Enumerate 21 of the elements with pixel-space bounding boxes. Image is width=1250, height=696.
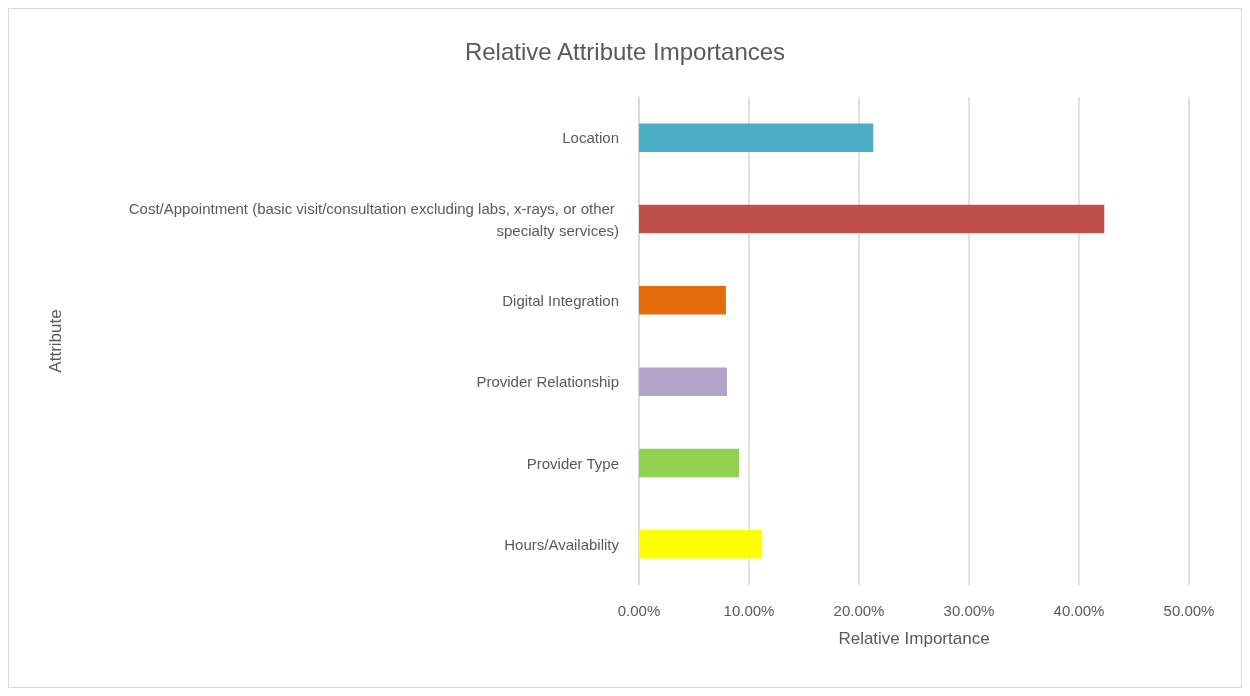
y-tick-label: Hours/Availability xyxy=(504,535,620,553)
x-tick-label: 30.00% xyxy=(943,602,995,619)
y-tick-label: Provider Type xyxy=(526,454,619,472)
bar xyxy=(639,530,763,559)
y-axis-title: Attribute xyxy=(46,309,65,373)
y-tick-label: Cost/Appointment (basic visit/consultation excluding labs, x-rays, or other specialty services) xyxy=(128,199,619,239)
x-tick-label: 10.00% xyxy=(723,602,775,619)
x-tick-label: 40.00% xyxy=(1053,602,1105,619)
bar xyxy=(639,367,727,396)
x-tick-label: 20.00% xyxy=(833,602,885,619)
x-tick-label: 0.00% xyxy=(617,602,661,619)
y-tick-label: Digital Integration xyxy=(502,291,619,309)
bar xyxy=(639,204,1105,234)
x-axis-title: Relative Importance xyxy=(838,629,990,648)
y-tick-label: Location xyxy=(562,129,619,147)
x-tick-label: 50.00% xyxy=(1163,602,1215,619)
chart-title: Relative Attribute Importances xyxy=(464,37,786,65)
bar xyxy=(639,448,740,478)
bar xyxy=(639,286,726,315)
y-tick-label: Provider Relationship xyxy=(476,373,619,391)
bar xyxy=(639,123,874,152)
